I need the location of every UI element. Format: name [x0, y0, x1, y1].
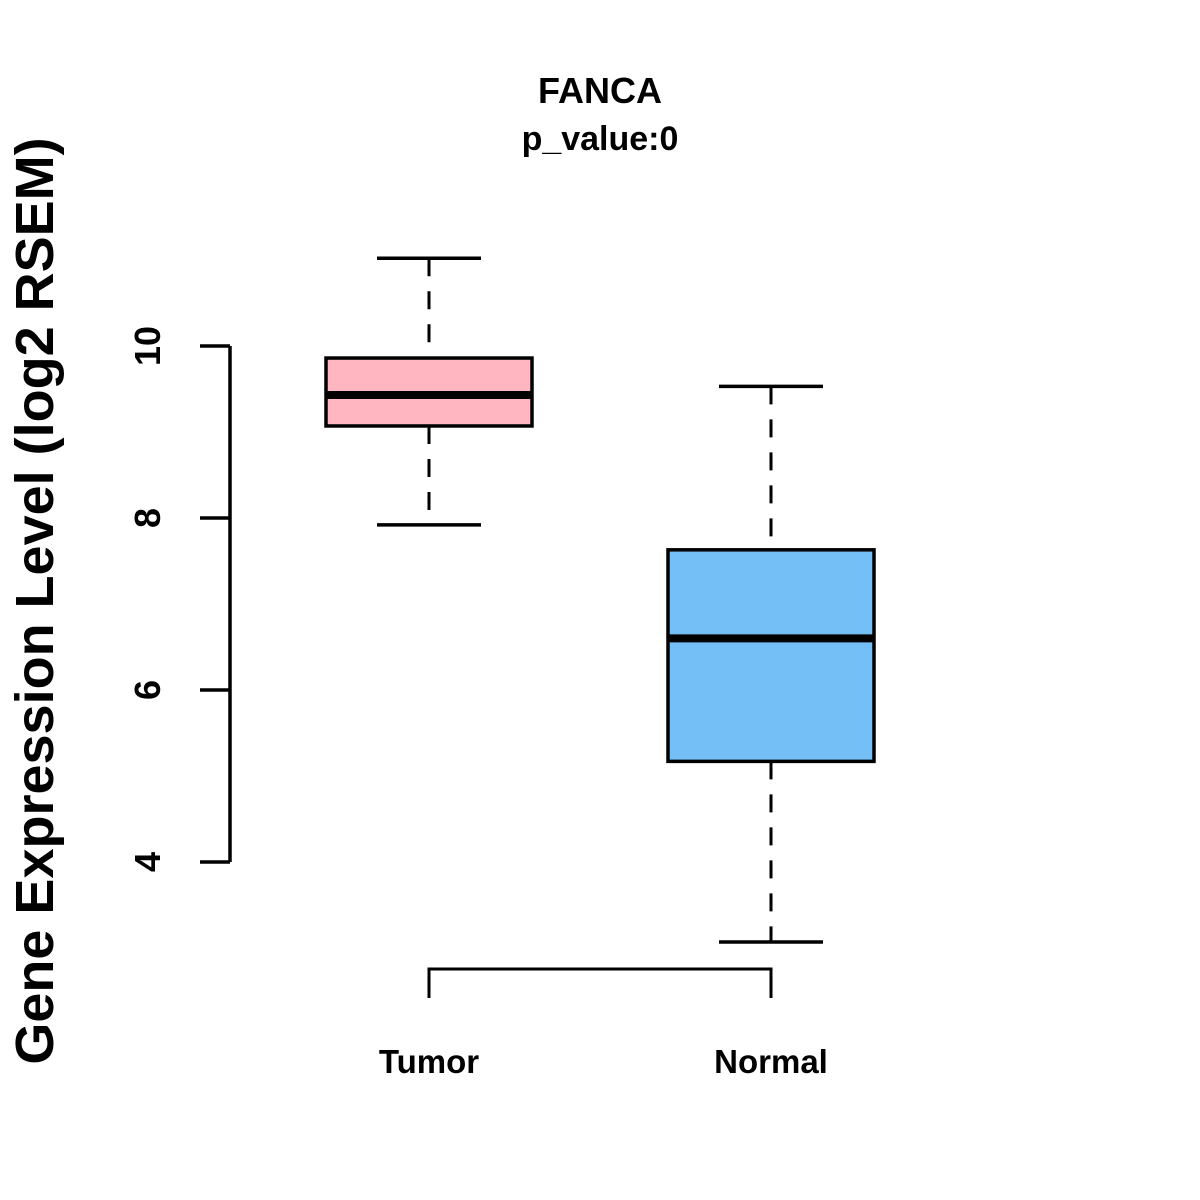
x-axis-bracket — [427, 967, 773, 998]
y-tick-label: 6 — [127, 680, 168, 700]
y-tick-label: 10 — [127, 326, 168, 366]
plot-area: 4 6 8 10 Tumor Normal — [127, 256, 876, 1080]
chart-subtitle: p_value:0 — [522, 120, 679, 158]
normal-box — [666, 548, 876, 764]
y-tick-label: 8 — [127, 508, 168, 528]
x-label-normal: Normal — [714, 1043, 828, 1080]
y-tick-label: 4 — [127, 852, 168, 872]
x-label-tumor: Tumor — [379, 1043, 479, 1080]
chart-title: FANCA — [538, 70, 662, 111]
y-axis-label: Gene Expression Level (log2 RSEM) — [5, 137, 65, 1064]
